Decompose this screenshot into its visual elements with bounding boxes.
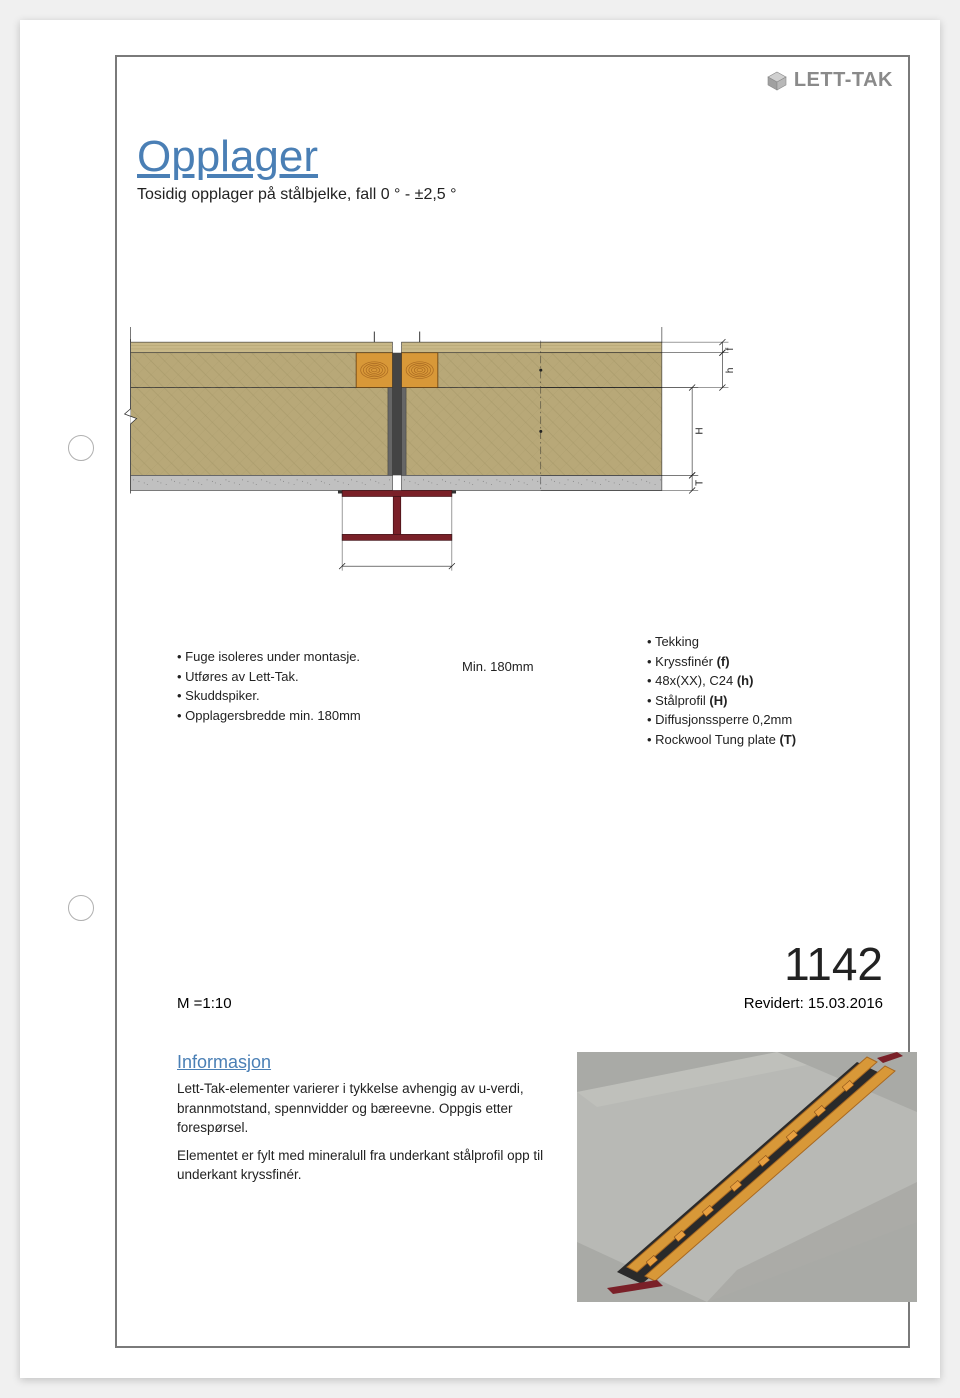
page-title: Opplager (137, 132, 457, 182)
legend-item: Diffusjonssperre 0,2mm (647, 710, 796, 730)
note-item: Opplagersbredde min. 180mm (177, 706, 361, 726)
info-paragraph: Lett-Tak-elementer varierer i tykkelse a… (177, 1079, 547, 1138)
info-paragraph: Elementet er fylt med mineralull fra und… (177, 1146, 547, 1185)
cross-section-drawing: f h H T (117, 327, 908, 607)
right-legend: TekkingKryssfinér (f)48x(XX), C24 (h)Stå… (647, 632, 796, 749)
svg-text:H: H (695, 427, 706, 434)
punch-hole (68, 895, 94, 921)
min-width-label: Min. 180mm (462, 659, 534, 674)
note-item: Skuddspiker. (177, 686, 361, 706)
svg-text:h: h (725, 368, 736, 373)
note-item: Utføres av Lett-Tak. (177, 667, 361, 687)
logo-text: LETT-TAK (794, 69, 893, 92)
info-block: Informasjon Lett-Tak-elementer varierer … (177, 1052, 547, 1193)
legend-item: Stålprofil (H) (647, 691, 796, 711)
scale-label: M =1:10 (177, 995, 232, 1012)
perspective-thumbnail (577, 1052, 917, 1302)
logo: LETT-TAK (766, 69, 893, 92)
drawing-frame: LETT-TAK Opplager Tosidig opplager på st… (115, 55, 910, 1348)
revised-date: Revidert: 15.03.2016 (744, 995, 883, 1012)
legend-item: Kryssfinér (f) (647, 652, 796, 672)
svg-text:f: f (725, 347, 736, 350)
info-heading: Informasjon (177, 1052, 547, 1073)
svg-text:T: T (695, 480, 706, 486)
note-item: Fuge isoleres under montasje. (177, 647, 361, 667)
logo-cube-icon (766, 70, 788, 92)
drawing-number: 1142 (784, 937, 883, 991)
left-notes: Fuge isoleres under montasje.Utføres av … (177, 647, 361, 725)
page: LETT-TAK Opplager Tosidig opplager på st… (20, 20, 940, 1378)
legend-item: Rockwool Tung plate (T) (647, 730, 796, 750)
legend-item: Tekking (647, 632, 796, 652)
legend-item: 48x(XX), C24 (h) (647, 671, 796, 691)
page-subtitle: Tosidig opplager på stålbjelke, fall 0 °… (137, 186, 457, 204)
punch-hole (68, 435, 94, 461)
title-block: Opplager Tosidig opplager på stålbjelke,… (137, 132, 457, 204)
